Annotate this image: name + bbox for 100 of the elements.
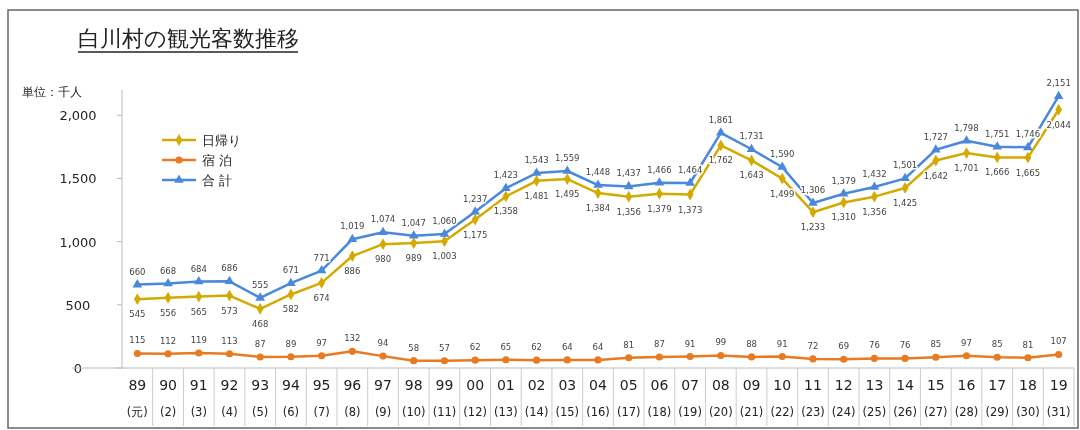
data-label: 2,151 [1046,78,1071,89]
data-label: 1,310 [831,212,856,223]
data-label: 1,175 [462,229,488,240]
x-tick-label: 11 (23) [801,377,825,419]
point [685,177,695,186]
data-label: 1,501 [892,160,918,171]
data-label: 99 [715,337,727,348]
x-tick-label: 91 (3) [189,377,208,419]
data-label: 1,481 [524,190,549,201]
legend-label: 合 計 [202,173,233,188]
x-tick-label: 94 (6) [281,377,300,419]
x-tick-label: 19 (31) [1046,377,1071,419]
data-label: 132 [344,333,361,344]
data-label: 1,379 [831,175,856,186]
data-label: 57 [439,342,450,353]
data-label: 62 [469,342,481,353]
point [809,355,817,363]
point [870,354,878,362]
point [654,177,665,186]
data-label: 1,358 [493,206,519,217]
point [931,144,941,153]
x-tick-label: 06 (18) [647,377,672,419]
data-label: 555 [252,279,269,290]
x-tick-label: 99 (11) [432,377,457,419]
data-label: 1,495 [555,189,580,200]
point [193,276,204,285]
legend-label: 日帰り [202,133,241,148]
point [901,354,909,362]
point [593,179,603,188]
data-label: 1,590 [770,149,795,160]
data-label: 565 [190,306,207,317]
x-tick-label: 92 (4) [220,377,239,419]
data-label: 76 [899,340,911,351]
x-tick-label: 02 (14) [524,377,549,419]
data-label: 1,643 [739,170,764,181]
data-label: 87 [254,339,266,350]
data-label: 94 [377,338,389,349]
data-label: 1,384 [585,203,611,214]
point [869,181,880,190]
data-label: 1,425 [892,197,918,208]
data-label: 1,074 [370,214,396,225]
point [563,356,571,364]
data-label: 660 [129,266,146,277]
point [195,349,203,357]
x-tick-label: 16 (28) [954,377,979,419]
point [623,180,634,190]
data-label: 69 [838,341,850,352]
data-label: 58 [408,342,420,353]
data-label: 1,665 [1015,167,1041,178]
point [900,172,910,182]
x-tick-label: 98 (10) [401,377,426,419]
point [286,277,296,286]
data-label: 686 [221,263,238,274]
data-label: 674 [313,292,330,303]
data-label: 1,642 [923,170,948,181]
y-tick-label: 2,000 [59,108,97,124]
data-label: 1,237 [462,193,488,204]
data-label: 545 [129,309,146,320]
data-label: 87 [654,339,665,350]
point [287,353,295,361]
point [961,135,972,144]
point [808,197,818,206]
x-tick-label: 17 (29) [985,377,1010,419]
data-label: 1,373 [677,204,703,215]
data-label: 980 [374,254,392,265]
point [255,292,265,301]
data-label: 1,861 [708,114,734,125]
data-label: 989 [405,253,422,264]
data-label: 1,379 [647,203,672,214]
point [163,278,173,287]
data-label: 91 [776,338,788,349]
data-label: 1,666 [985,167,1010,178]
point [686,352,694,361]
x-tick-label: 18 (30) [1016,377,1040,419]
data-label: 97 [961,337,972,348]
data-label: 64 [561,341,573,352]
data-label: 72 [807,340,819,351]
x-tick-label: 12 (24) [831,377,856,419]
data-label: 112 [159,335,177,346]
point [840,355,848,363]
data-label: 1,798 [954,122,979,133]
data-label: 573 [221,305,238,316]
data-label: 468 [252,318,269,329]
data-label: 1,060 [432,216,457,227]
data-label: 107 [1050,336,1067,347]
x-tick-label: 95 (7) [312,377,331,419]
point [777,161,788,170]
x-tick-label: 10 (22) [770,377,795,419]
data-label: 89 [285,338,297,349]
point [318,352,326,360]
x-tick-label: 00 (12) [463,377,487,419]
x-tick-label: 96 (8) [343,377,362,419]
point [778,352,786,361]
x-tick-label: 13 (25) [862,377,887,419]
point [133,349,141,358]
x-tick-label: 03 (15) [555,377,580,419]
x-tick-label: 97 (9) [374,377,392,419]
point [1024,354,1032,362]
point [1055,350,1063,359]
point [470,206,480,215]
